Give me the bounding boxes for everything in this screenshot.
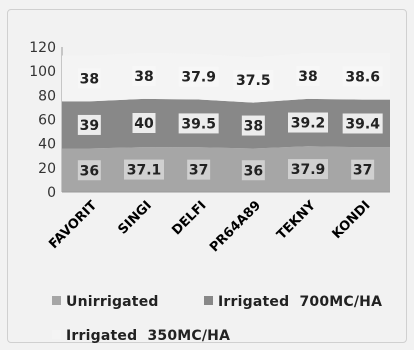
data-label: 37.1: [127, 163, 162, 179]
data-label-box: [77, 160, 101, 181]
y-tick-label: 40: [38, 137, 56, 153]
data-label-box: [342, 113, 383, 134]
data-label: 37.9: [291, 162, 326, 178]
data-label: 37.9: [181, 70, 216, 86]
data-label-box: [296, 65, 320, 86]
legend-swatch: [52, 296, 61, 305]
legend-swatch: [204, 296, 213, 305]
x-category-label: FAVORIT: [46, 198, 100, 252]
legend-label: Irrigated 700MC/HA: [218, 294, 382, 310]
data-label: 39.4: [345, 116, 380, 132]
data-label: 36: [80, 163, 99, 179]
legend-swatch: [52, 330, 61, 339]
area-series-2: [62, 98, 390, 149]
data-label-box: [351, 159, 375, 180]
data-label: 39.2: [291, 116, 326, 132]
data-label: 39.5: [181, 116, 216, 132]
data-label: 37.5: [236, 73, 271, 89]
data-label: 38.6: [345, 69, 380, 85]
y-tick-label: 100: [29, 64, 56, 80]
data-label-box: [132, 65, 156, 86]
data-label-box: [124, 159, 164, 180]
data-label-box: [187, 159, 211, 180]
legend-label: Irrigated 350MC/HA: [66, 328, 230, 344]
data-label: 38: [244, 119, 263, 135]
data-label: 37: [353, 163, 372, 179]
data-label-box: [233, 69, 274, 90]
data-label-box: [288, 159, 328, 180]
data-label: 38: [80, 71, 99, 87]
y-tick-label: 80: [38, 88, 56, 104]
data-label-box: [241, 115, 265, 136]
data-label: 38: [134, 69, 153, 85]
data-label-box: [178, 66, 219, 87]
x-category-label: KONDI: [330, 198, 374, 242]
y-tick-label: 120: [29, 40, 56, 56]
data-label-box: [77, 114, 101, 135]
x-category-label: TEKNY: [274, 198, 319, 243]
data-label: 36: [244, 163, 263, 179]
x-category-label: SINGI: [116, 198, 155, 237]
y-tick-label: 0: [47, 185, 56, 201]
data-label-box: [178, 113, 219, 134]
x-category-label: PR64A89: [207, 198, 264, 255]
x-category-label: DELFI: [169, 198, 209, 238]
y-tick-label: 20: [38, 161, 56, 177]
data-label: 40: [134, 116, 154, 132]
data-label-box: [132, 113, 156, 134]
data-label: 39: [80, 118, 99, 134]
data-label-box: [241, 160, 265, 181]
legend-label: Unirrigated: [66, 294, 159, 310]
data-label-box: [288, 112, 328, 133]
data-label: 38: [298, 69, 317, 85]
area-series-1: [62, 146, 390, 192]
data-label: 37: [189, 163, 208, 179]
y-tick-label: 60: [38, 113, 56, 129]
data-label-box: [77, 68, 101, 89]
data-label-box: [342, 66, 383, 87]
area-series-3: [62, 52, 390, 103]
